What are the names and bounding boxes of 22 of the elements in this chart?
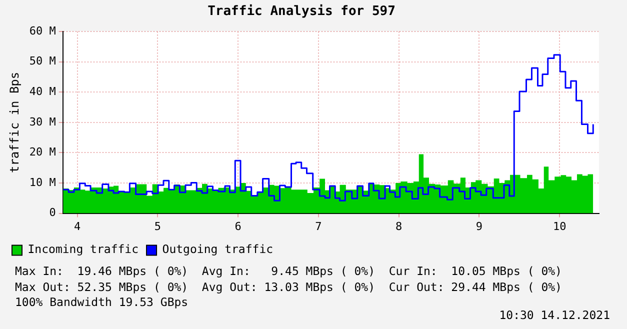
chart-title: Traffic Analysis for 597 xyxy=(208,4,396,20)
x-tick-label: 4 xyxy=(74,220,82,233)
x-tick-label: 10 xyxy=(552,220,566,233)
y-tick-label: 0 xyxy=(49,206,56,220)
legend-label: Outgoing traffic xyxy=(162,242,274,256)
x-tick-label: 7 xyxy=(315,220,322,233)
x-tick-label: 8 xyxy=(396,220,402,233)
x-tick-label: 9 xyxy=(476,220,483,233)
x-tick-label: 5 xyxy=(154,220,162,233)
text: Max Out: 52.35 MBps ( 0%) Avg Out: 13.03 MBps ( 0%) Cur Out: 29.44 MBps ( 0%) xyxy=(15,280,562,295)
y-tick-label: 20 M xyxy=(29,146,56,159)
y-tick-label: 30 M xyxy=(29,115,56,128)
text: Max In: 19.46 MBps ( 0%) Avg In: 9.45 MBps ( 0%) Cur In: 10.05 MBps ( 0%) xyxy=(15,264,562,280)
y-tick-label: 60 M xyxy=(29,24,56,38)
y-tick-label: 10 M xyxy=(29,176,56,189)
text: 10:30 14.12.2021 xyxy=(498,308,610,322)
x-tick-label: 6 xyxy=(234,220,242,233)
y-tick-label: 50 M xyxy=(29,54,56,68)
legend-label: Incoming traffic xyxy=(28,242,139,256)
y-axis-title: traffic in Bps xyxy=(7,72,22,174)
text: 100% Bandwidth 19.53 GBps xyxy=(15,295,188,309)
y-tick-label: 40 M xyxy=(29,85,56,98)
